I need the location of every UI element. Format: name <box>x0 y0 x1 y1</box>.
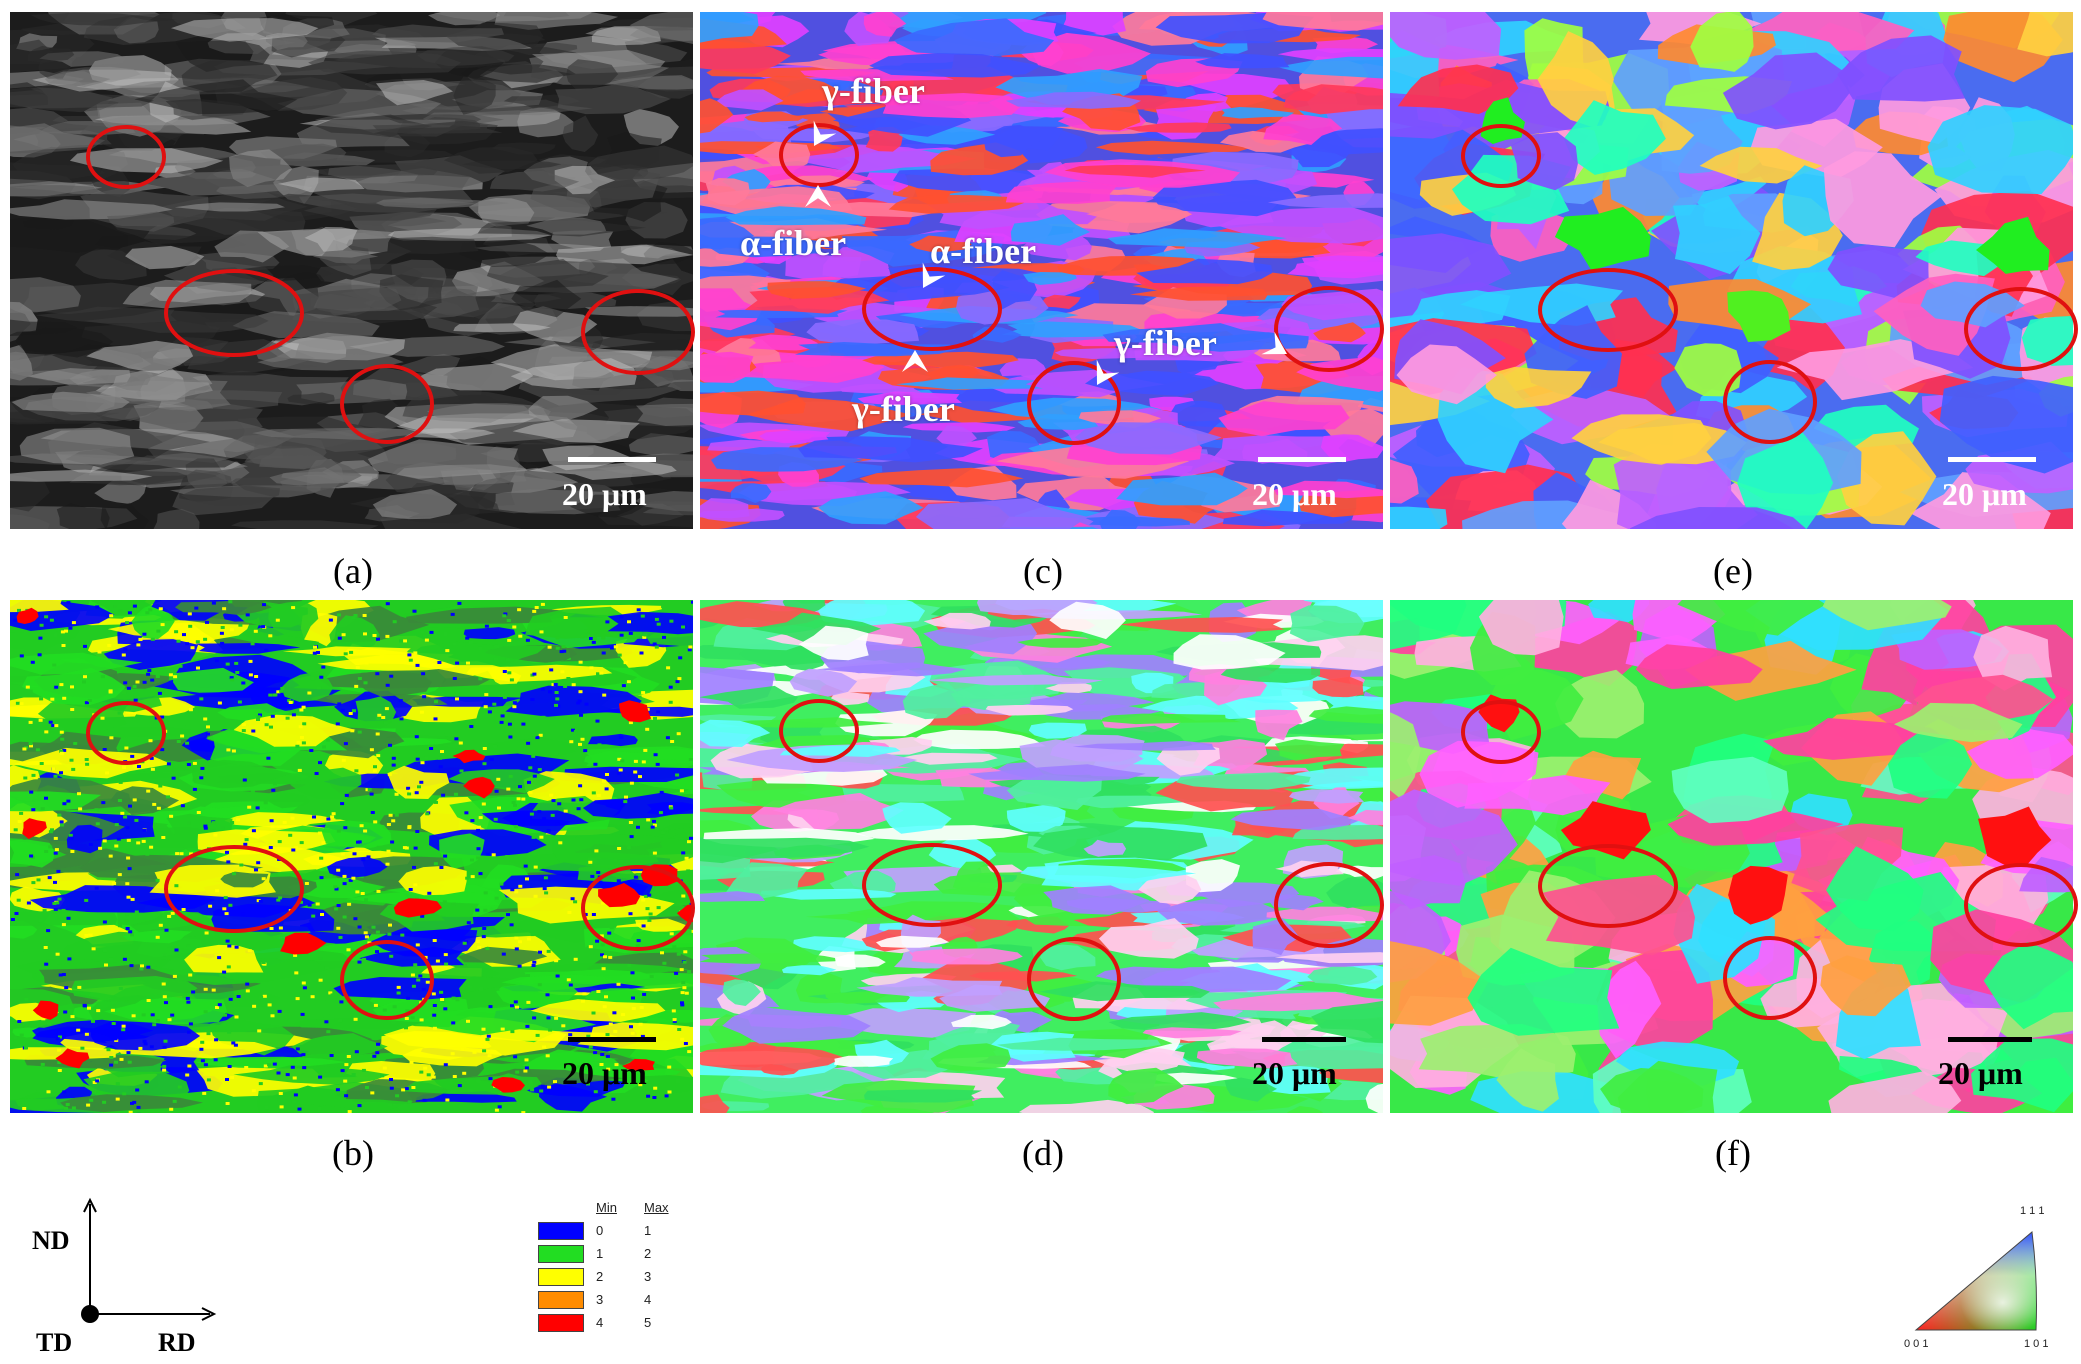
fiber-label-gamma-1: γ-fiber <box>822 71 925 111</box>
axis-label-td: TD <box>36 1328 73 1357</box>
legend-min-0: 0 <box>596 1223 604 1238</box>
legend-max-1: 2 <box>644 1246 652 1261</box>
ipf-map-c <box>700 12 1383 529</box>
ipf-color-key-triangle <box>1914 1231 2037 1331</box>
kam-legend: Min Max 0 1 1 2 2 3 3 4 4 5 <box>536 1198 676 1348</box>
panel-d-ipf-map <box>700 600 1383 1113</box>
fiber-label-gamma-2: γ-fiber <box>852 389 955 429</box>
panel-c-ipf-map <box>700 12 1383 529</box>
td-axis-dot <box>81 1305 99 1323</box>
legend-header-max: Max <box>644 1200 669 1215</box>
kam-map-b <box>10 600 693 1113</box>
scale-bar-f <box>1948 1037 2032 1042</box>
scale-bar-d <box>1262 1037 1346 1042</box>
panel-f-ipf-map <box>1390 600 2073 1113</box>
scale-text-c: 20 μm <box>1252 476 1337 512</box>
scale-text-f: 20 μm <box>1938 1055 2023 1091</box>
scale-bar-b <box>568 1037 656 1042</box>
nd-arrowhead <box>83 1197 97 1213</box>
legend-max-2: 3 <box>644 1269 652 1284</box>
caption-c: (c) <box>1023 551 1063 591</box>
ipf-key-label-101: 1 0 1 <box>2024 1338 2049 1350</box>
caption-e: (e) <box>1713 551 1753 591</box>
ipf-map-e <box>1390 12 2073 529</box>
legend-max-4: 5 <box>644 1315 652 1330</box>
legend-min-4: 4 <box>596 1315 604 1330</box>
panel-a-grayscale-micrograph <box>10 12 693 529</box>
scale-bar-a <box>568 457 656 462</box>
legend-swatch-2 <box>538 1268 584 1286</box>
rd-arrowhead <box>201 1307 217 1321</box>
caption-b: (b) <box>332 1133 374 1173</box>
scale-bar-e <box>1948 457 2036 462</box>
legend-swatch-4 <box>538 1314 584 1332</box>
caption-f: (f) <box>1715 1133 1751 1173</box>
sample-axes-diagram <box>81 1197 217 1323</box>
scale-text-e: 20 μm <box>1942 476 2027 512</box>
micrograph-a <box>10 12 693 529</box>
legend-swatch-3 <box>538 1291 584 1309</box>
legend-min-2: 2 <box>596 1269 604 1284</box>
scale-text-b: 20 μm <box>562 1055 647 1091</box>
ipf-key-label-001: 0 0 1 <box>1904 1338 1929 1350</box>
legend-max-0: 1 <box>644 1223 652 1238</box>
axis-label-rd: RD <box>158 1328 196 1357</box>
ipf-map-d <box>700 600 1383 1113</box>
legend-header-min: Min <box>596 1200 617 1215</box>
panel-e-ipf-map <box>1390 12 2073 529</box>
fiber-label-alpha-1: α-fiber <box>740 223 847 263</box>
fiber-label-alpha-2: α-fiber <box>930 231 1037 271</box>
caption-d: (d) <box>1022 1133 1064 1173</box>
axis-label-nd: ND <box>32 1226 70 1255</box>
legend-swatch-0 <box>538 1222 584 1240</box>
caption-a: (a) <box>333 551 373 591</box>
fiber-label-gamma-3: γ-fiber <box>1114 323 1217 363</box>
scale-text-d: 20 μm <box>1252 1055 1337 1091</box>
legend-min-1: 1 <box>596 1246 604 1261</box>
legend-swatch-1 <box>538 1245 584 1263</box>
scale-text-a: 20 μm <box>562 476 647 512</box>
scale-bar-c <box>1258 457 1346 462</box>
ipf-key-label-111: 1 1 1 <box>2020 1205 2045 1217</box>
legend-max-3: 4 <box>644 1292 652 1307</box>
legend-min-3: 3 <box>596 1292 604 1307</box>
panel-b-kam-map <box>10 600 693 1113</box>
